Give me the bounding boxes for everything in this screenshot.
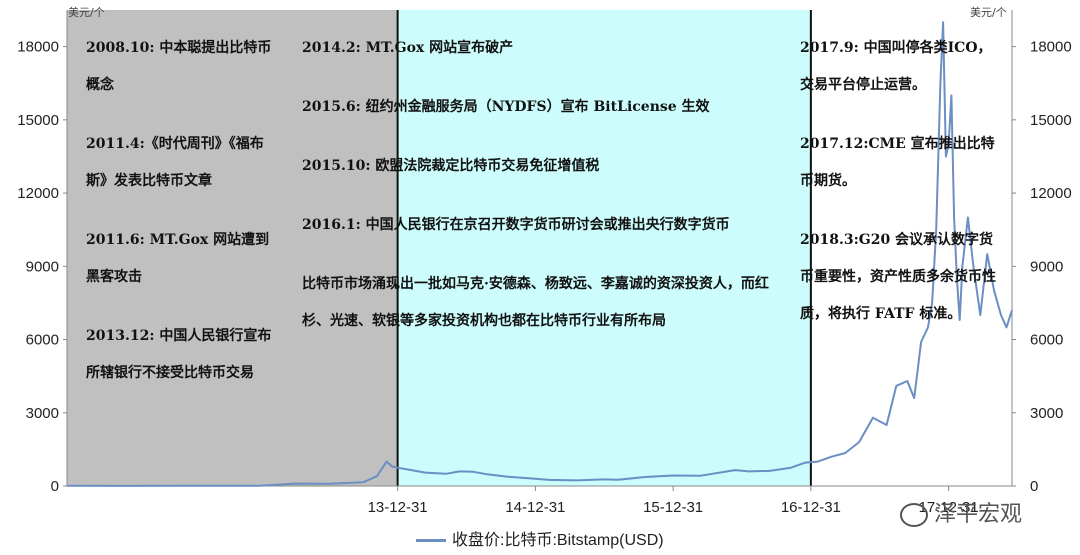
right-axis-unit: 美元/个 [970, 6, 1007, 19]
annotations-period-1: 2008.10: 中本聪提出比特币概念 2011.4:《时代周刊》《福布斯》发表… [86, 30, 278, 392]
period-3-band [810, 10, 1012, 486]
annotation-2017-9: 2017.9: 中国叫停各类ICO，交易平台停止运营。 [800, 40, 992, 93]
right-y-tick-label: 9000 [1030, 258, 1063, 275]
annotation-2015-6: 2015.6: 纽约州金融服务局（NYDFS）宣布 BitLicense 生效 [302, 99, 710, 115]
annotation-2016-1: 2016.1: 中国人民银行在京召开数字货币研讨会或推出央行数字货币 [302, 217, 730, 233]
annotations-period-2: 2014.2: MT.Gox 网站宣布破产 2015.6: 纽约州金融服务局（N… [302, 30, 772, 340]
tick-labels: 0 0 3000 3000 6000 6000 9000 9000 12000 12000 1500… [17, 39, 1071, 516]
watermark-text: 泽平宏观 [934, 501, 1023, 526]
annotation-2017-12: 2017.12:CME 宣布推出比特币期货。 [800, 136, 995, 189]
left-y-tick-label: 18000 [17, 39, 59, 56]
right-y-tick-label: 18000 [1030, 39, 1072, 56]
annotations-period-3: 2017.9: 中国叫停各类ICO，交易平台停止运营。 2017.12:CME … [800, 30, 1000, 333]
series-line-bitcoin [66, 21, 1013, 487]
period-bands [67, 10, 1012, 486]
annotation-2014-2: 2014.2: MT.Gox 网站宣布破产 [302, 40, 514, 56]
right-y-tick-label: 0 [1030, 478, 1038, 495]
wechat-icon [900, 503, 928, 528]
left-y-tick-label: 6000 [26, 332, 59, 349]
right-y-tick-label: 12000 [1030, 185, 1072, 202]
left-y-tick-label: 12000 [17, 185, 59, 202]
legend: 收盘价:比特币:Bitstamp(USD) [416, 526, 664, 550]
x-tick-label: 13-12-31 [368, 499, 428, 516]
annotation-2015-10: 2015.10: 欧盟法院裁定比特币交易免征增值税 [302, 158, 600, 174]
series-layer [66, 21, 1013, 487]
watermark: 泽平宏观 [900, 496, 1022, 528]
left-y-tick-label: 9000 [26, 258, 59, 275]
period-2-band [397, 10, 811, 486]
left-y-tick-label: 15000 [17, 112, 59, 129]
left-y-tick-label: 3000 [26, 405, 59, 422]
x-tick-label: 17-12-31 [919, 499, 979, 516]
left-y-tick-label: 0 [51, 478, 59, 495]
annotation-2011-4: 2011.4:《时代周刊》《福布斯》发表比特币文章 [86, 136, 264, 189]
legend-swatch [416, 539, 446, 543]
right-y-tick-label: 6000 [1030, 332, 1063, 349]
annotation-2013-12: 2013.12: 中国人民银行宣布所辖银行不接受比特币交易 [86, 328, 272, 381]
period-1-band [67, 10, 398, 486]
annotation-2011-6: 2011.6: MT.Gox 网站遭到黑客攻击 [86, 232, 270, 285]
x-tick-label: 15-12-31 [643, 499, 703, 516]
annotation-investors: 比特币市场涌现出一批如马克·安德森、杨致远、李嘉诚的资深投资人，而红杉、光速、软… [302, 276, 769, 329]
left-axis-unit: 美元/个 [68, 6, 105, 19]
x-tick-label: 14-12-31 [505, 499, 565, 516]
annotation-2018-3: 2018.3:G20 会议承认数字货币重要性，资产性质多余货币性质，将执行 FA… [800, 232, 996, 322]
legend-label: 收盘价:比特币:Bitstamp(USD) [452, 532, 664, 549]
annotation-2008-10: 2008.10: 中本聪提出比特币概念 [86, 40, 272, 93]
right-y-tick-label: 15000 [1030, 112, 1072, 129]
x-tick-label: 16-12-31 [781, 499, 841, 516]
right-y-tick-label: 3000 [1030, 405, 1063, 422]
